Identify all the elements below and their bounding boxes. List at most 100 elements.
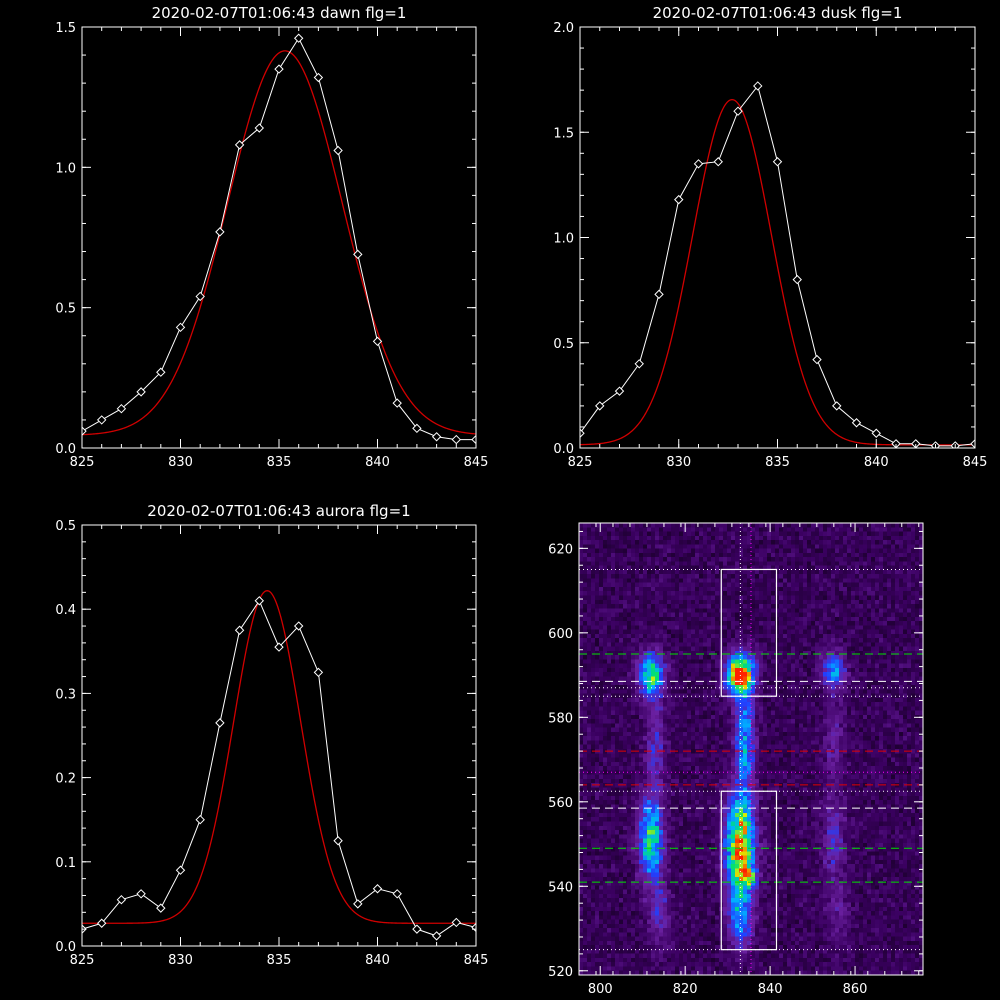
observed-point [713, 157, 723, 167]
x-tick-label: 845 [963, 455, 988, 470]
x-tick-label: 840 [365, 953, 390, 968]
observed-point [832, 401, 842, 411]
y-tick-label: 620 [548, 542, 573, 557]
observed-point [693, 159, 704, 169]
y-tick-label: 1.0 [553, 232, 574, 247]
observed-point [313, 667, 324, 678]
y-tick-label: 1.5 [553, 126, 574, 141]
fit-curve [82, 590, 476, 924]
observed-point [116, 403, 127, 414]
observed-point [471, 434, 476, 445]
observed-point [871, 428, 881, 438]
y-tick-label: 520 [548, 965, 573, 980]
observed-point [353, 249, 363, 260]
observed-point [82, 426, 87, 436]
axes-0: 825 830 835 840 845 0.0 0.5 1.0 1.5 2020-02-07T01… [55, 4, 488, 470]
observed-point [580, 428, 585, 438]
x-tick-label: 840 [758, 982, 783, 997]
y-tick-label: 0.0 [55, 940, 76, 955]
observed-point [156, 367, 166, 377]
y-tick-label: 1.5 [55, 21, 76, 36]
observed-point [136, 889, 146, 899]
observed-point [234, 140, 245, 150]
observed-point [451, 434, 462, 445]
observed-point [175, 865, 186, 875]
y-tick-label: 1.0 [55, 161, 76, 176]
observed-point [614, 386, 625, 396]
observed-point [733, 106, 743, 116]
observed-point [392, 889, 402, 899]
observed-point [753, 81, 763, 91]
x-tick-label: 860 [843, 982, 868, 997]
axes-2: 825 830 835 840 845 0.0 0.1 0.2 0.3 0.4 0.5 2020-02… [55, 502, 488, 968]
observed-point [195, 291, 205, 302]
observed-point [654, 289, 664, 300]
observed-point [175, 322, 186, 333]
observed-point [792, 274, 802, 285]
observed-point [451, 917, 462, 928]
chart-title: 2020-02-07T01:06:43 dawn flg=1 [152, 4, 407, 22]
x-tick-label: 820 [673, 982, 698, 997]
x-tick-label: 835 [267, 455, 292, 470]
fit-curve [580, 98, 975, 446]
x-tick-label: 835 [765, 455, 790, 470]
observed-point [254, 123, 265, 133]
observed-point [412, 423, 422, 434]
x-tick-label: 800 [588, 982, 613, 997]
observed-point [274, 642, 284, 652]
plot-area-2 [82, 590, 476, 941]
x-tick-label: 825 [568, 455, 593, 470]
observed-point [431, 432, 442, 442]
chart-title: 2020-02-07T01:06:43 dusk flg=1 [653, 4, 903, 22]
observed-point [136, 387, 146, 397]
plot-frame [578, 522, 924, 976]
observed-series-line [82, 37, 476, 441]
overlays [579, 523, 923, 975]
observed-point [595, 401, 605, 411]
observed-point [431, 931, 442, 941]
y-tick-label: 0.3 [55, 687, 76, 702]
observed-point [634, 359, 644, 369]
observed-point [333, 145, 343, 156]
x-tick-label: 835 [267, 953, 292, 968]
observed-point [674, 194, 684, 205]
extraction-box [720, 790, 778, 951]
x-tick-label: 840 [365, 455, 390, 470]
plot-frame [81, 26, 477, 449]
observed-point [970, 439, 975, 448]
x-tick-label: 830 [666, 455, 691, 470]
y-tick-label: 0.1 [55, 856, 76, 871]
observed-point [215, 718, 225, 728]
observed-point [293, 621, 304, 631]
observed-point [215, 227, 225, 237]
chart-title: 2020-02-07T01:06:43 aurora flg=1 [147, 502, 410, 520]
observed-point [392, 398, 402, 408]
observed-point [293, 33, 304, 43]
x-tick-label: 825 [70, 953, 95, 968]
observed-point [313, 72, 324, 83]
plot-frame [579, 26, 976, 449]
x-tick-label: 830 [168, 455, 193, 470]
observed-point [812, 354, 822, 365]
observed-point [333, 836, 343, 846]
y-tick-label: 560 [548, 796, 573, 811]
x-tick-label: 830 [168, 953, 193, 968]
observed-point [372, 884, 383, 894]
x-tick-label: 840 [864, 455, 889, 470]
y-tick-label: 0.5 [553, 337, 574, 352]
y-tick-label: 600 [548, 627, 573, 642]
x-tick-label: 845 [464, 953, 489, 968]
observed-point [234, 625, 245, 635]
observed-point [254, 596, 265, 606]
y-tick-label: 2.0 [553, 21, 574, 36]
observed-point [372, 336, 383, 347]
y-tick-label: 0.4 [55, 603, 76, 618]
y-tick-label: 540 [548, 880, 573, 895]
plot-frame [81, 524, 477, 947]
observed-point [96, 918, 107, 928]
observed-point [195, 814, 205, 825]
y-tick-label: 0.5 [55, 519, 76, 534]
plot-area-0 [82, 33, 476, 445]
